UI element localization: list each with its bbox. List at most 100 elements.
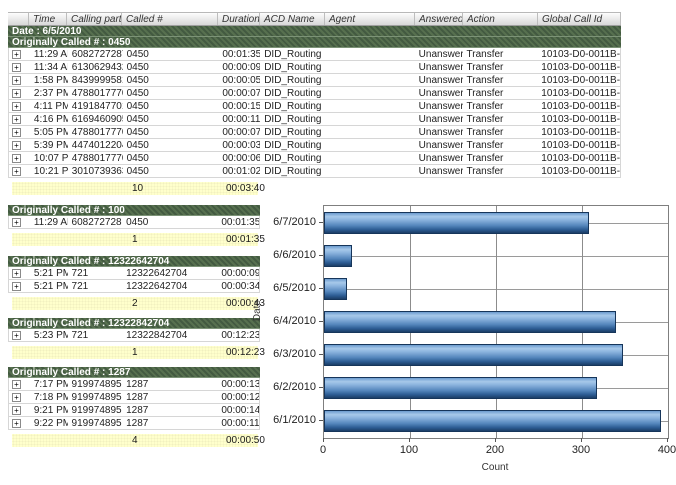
x-tick-label: 300 bbox=[571, 444, 591, 456]
table-row: +5:21 PM 721 12322642704 00:00:34 bbox=[8, 280, 260, 293]
expand-cell: + bbox=[9, 114, 30, 124]
cell-gcid: 10103-D0-0011B-770 bbox=[541, 74, 620, 86]
x-tick-label: 0 bbox=[319, 444, 327, 456]
expand-icon[interactable]: + bbox=[12, 268, 21, 278]
expand-cell: + bbox=[9, 49, 30, 59]
expand-icon[interactable]: + bbox=[12, 405, 21, 415]
expand-icon[interactable]: + bbox=[12, 75, 21, 85]
cell-time: 2:37 PM bbox=[33, 87, 68, 99]
chart-bar bbox=[324, 212, 589, 234]
expand-icon[interactable]: + bbox=[12, 88, 21, 98]
group-summary-row: 4 00:00:50 bbox=[8, 434, 265, 447]
y-tick-label: 6/2/2010 bbox=[273, 381, 316, 393]
column-header-called-: Called # bbox=[122, 13, 218, 25]
expand-icon[interactable]: + bbox=[12, 140, 21, 150]
expand-icon[interactable]: + bbox=[12, 217, 21, 227]
y-tick-label: 6/4/2010 bbox=[273, 315, 316, 327]
calls-by-date-chart: Date Count 6/7/2010 6/6/2010 6/5/2010 6/4/2… bbox=[250, 200, 676, 480]
expand-icon[interactable]: + bbox=[12, 330, 21, 340]
expand-cell: + bbox=[9, 405, 30, 415]
y-tick-mark bbox=[319, 387, 323, 388]
column-header-action: Action bbox=[463, 13, 538, 25]
table-row: +5:23 PM 721 12322842704 00:12:23 bbox=[8, 329, 260, 342]
cell-time: 11:29 AM bbox=[33, 48, 68, 60]
table-row: +5:39 PM 4474012204 0450 00:00:03 DID_Routin… bbox=[8, 139, 621, 152]
table-row: +11:34 AM61306294320450 00:00:09DID_Routi… bbox=[8, 61, 621, 74]
cell-answered: Unanswered bbox=[418, 126, 463, 138]
column-header-expand bbox=[8, 13, 29, 25]
chart-bar bbox=[324, 245, 352, 267]
expand-icon[interactable]: + bbox=[12, 101, 21, 111]
cell-calling: 8439999581 bbox=[71, 74, 123, 86]
expand-cell: + bbox=[9, 127, 30, 137]
expand-icon[interactable]: + bbox=[12, 379, 21, 389]
y-tick-label: 6/6/2010 bbox=[273, 249, 316, 261]
expand-icon[interactable]: + bbox=[12, 127, 21, 137]
x-tick-mark bbox=[409, 438, 410, 442]
cell-time: 5:21 PM bbox=[33, 267, 68, 279]
cell-acd: DID_Routing bbox=[264, 61, 322, 73]
expand-cell: + bbox=[9, 62, 30, 72]
column-header-global-call-id: Global Call Id bbox=[538, 13, 621, 25]
cell-action: Transfer bbox=[466, 48, 504, 60]
summary-total-duration: 00:00:50 bbox=[226, 435, 265, 446]
expand-cell: + bbox=[9, 392, 30, 402]
table-row: +9:22 PM 9199748952 1287 00:00:11 bbox=[8, 417, 260, 430]
cell-time: 9:21 PM bbox=[33, 404, 68, 416]
x-tick-label: 200 bbox=[485, 444, 505, 456]
cell-action: Transfer bbox=[466, 165, 504, 177]
cell-calling: 4191847701 bbox=[71, 100, 123, 112]
expand-cell: + bbox=[9, 379, 30, 389]
cell-acd: DID_Routing bbox=[264, 113, 322, 125]
expand-icon[interactable]: + bbox=[12, 114, 21, 124]
expand-icon[interactable]: + bbox=[12, 392, 21, 402]
cell-duration: 00:00:09 bbox=[221, 267, 259, 279]
summary-count: 1 bbox=[132, 234, 138, 245]
summary-count: 1 bbox=[132, 347, 138, 358]
expand-icon[interactable]: + bbox=[12, 49, 21, 59]
table-row: +5:21 PM 721 12322642704 00:00:09 bbox=[8, 267, 260, 280]
cell-duration: 00:01:35 bbox=[221, 216, 259, 228]
cell-calling: 4788017770 bbox=[71, 152, 123, 164]
table-row: +4:11 PM 4191847701 0450 00:00:15 DID_Routin… bbox=[8, 100, 621, 113]
column-header-answered: Answered bbox=[415, 13, 463, 25]
expand-cell: + bbox=[9, 418, 30, 428]
cell-action: Transfer bbox=[466, 74, 504, 86]
table-row: +7:18 PM 9199748952 1287 00:00:12 bbox=[8, 391, 260, 404]
cell-calling: 9199748952 bbox=[71, 378, 123, 390]
x-axis-title: Count bbox=[481, 462, 509, 473]
cell-gcid: 10103-D0-0011B-77F bbox=[541, 165, 620, 177]
x-tick-mark bbox=[581, 438, 582, 442]
cell-answered: Unanswered bbox=[418, 61, 463, 73]
expand-icon[interactable]: + bbox=[12, 418, 21, 428]
cell-called: 1287 bbox=[126, 391, 149, 403]
expand-cell: + bbox=[9, 88, 30, 98]
cell-duration: 00:01:02 bbox=[222, 165, 261, 177]
column-header-duration: Duration bbox=[218, 13, 260, 25]
expand-cell: + bbox=[9, 281, 30, 291]
table-row: +2:37 PM 4788017770 0450 00:00:07 DID_Routin… bbox=[8, 87, 621, 100]
cell-answered: Unanswered bbox=[418, 74, 463, 86]
cell-duration: 00:00:03 bbox=[222, 139, 261, 151]
cell-time: 11:34 AM bbox=[33, 61, 68, 73]
expand-icon[interactable]: + bbox=[12, 153, 21, 163]
cell-calling: 9199748952 bbox=[71, 391, 123, 403]
x-tick-label: 400 bbox=[657, 444, 676, 456]
cell-time: 5:39 PM bbox=[33, 139, 68, 151]
expand-icon[interactable]: + bbox=[12, 281, 21, 291]
sub-group-header: Originally Called # : 1287 bbox=[8, 367, 260, 378]
cell-calling: 9199748952 bbox=[71, 417, 123, 429]
cell-time: 1:58 PM bbox=[33, 74, 68, 86]
summary-count: 4 bbox=[132, 435, 138, 446]
cell-time: 5:05 PM bbox=[33, 126, 68, 138]
cell-gcid: 10103-D0-0011B-77E bbox=[541, 152, 620, 164]
y-tick-label: 6/3/2010 bbox=[273, 348, 316, 360]
cell-called: 0450 bbox=[126, 165, 149, 177]
expand-icon[interactable]: + bbox=[12, 166, 21, 176]
expand-icon[interactable]: + bbox=[12, 62, 21, 72]
cell-gcid: 10103-D0-0011B-772 bbox=[541, 100, 620, 112]
sub-group-header: Originally Called # : 100 bbox=[8, 205, 260, 216]
cell-calling: 4474012204 bbox=[71, 139, 123, 151]
